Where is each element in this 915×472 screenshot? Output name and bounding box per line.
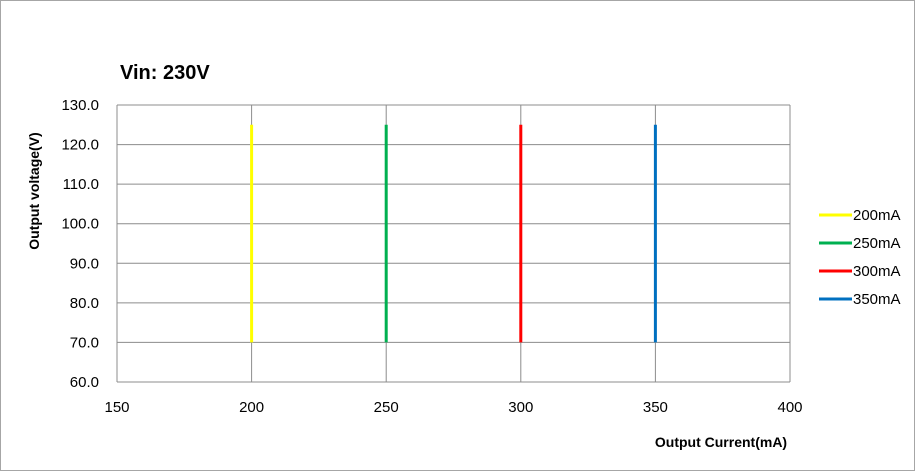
y-tick-label: 70.0 bbox=[70, 334, 99, 351]
y-tick-label: 110.0 bbox=[63, 176, 99, 193]
x-tick-label: 150 bbox=[104, 399, 129, 416]
y-tick-label: 80.0 bbox=[70, 295, 99, 312]
y-tick-label: 120.0 bbox=[61, 137, 99, 154]
legend-label: 200mA bbox=[853, 207, 901, 224]
y-tick-label: 100.0 bbox=[61, 216, 99, 233]
x-axis-label: Output Current(mA) bbox=[655, 434, 787, 450]
legend-label: 250mA bbox=[853, 235, 901, 252]
grid-layer bbox=[116, 104, 791, 383]
x-tick-label: 300 bbox=[508, 399, 533, 416]
x-tick-label: 200 bbox=[239, 399, 264, 416]
y-tick-label: 60.0 bbox=[70, 374, 99, 391]
legend-label: 350mA bbox=[853, 291, 901, 308]
series-layer bbox=[250, 124, 657, 343]
x-tick-label: 350 bbox=[643, 399, 668, 416]
x-tick-label: 400 bbox=[777, 399, 802, 416]
x-tick-label: 250 bbox=[374, 399, 399, 416]
chart-title: Vin: 230V bbox=[120, 62, 210, 84]
y-tick-label: 130.0 bbox=[61, 97, 99, 114]
y-axis-label: Output voltage(V) bbox=[26, 132, 42, 249]
y-tick-label: 90.0 bbox=[70, 255, 99, 272]
legend-label: 300mA bbox=[853, 263, 901, 280]
legend: 200mA 250mA 300mA 350mA bbox=[819, 207, 901, 308]
tick-layer: 60.0 70.0 80.0 90.0 100.0 110.0 120.0 130.0 150 2… bbox=[61, 97, 802, 416]
